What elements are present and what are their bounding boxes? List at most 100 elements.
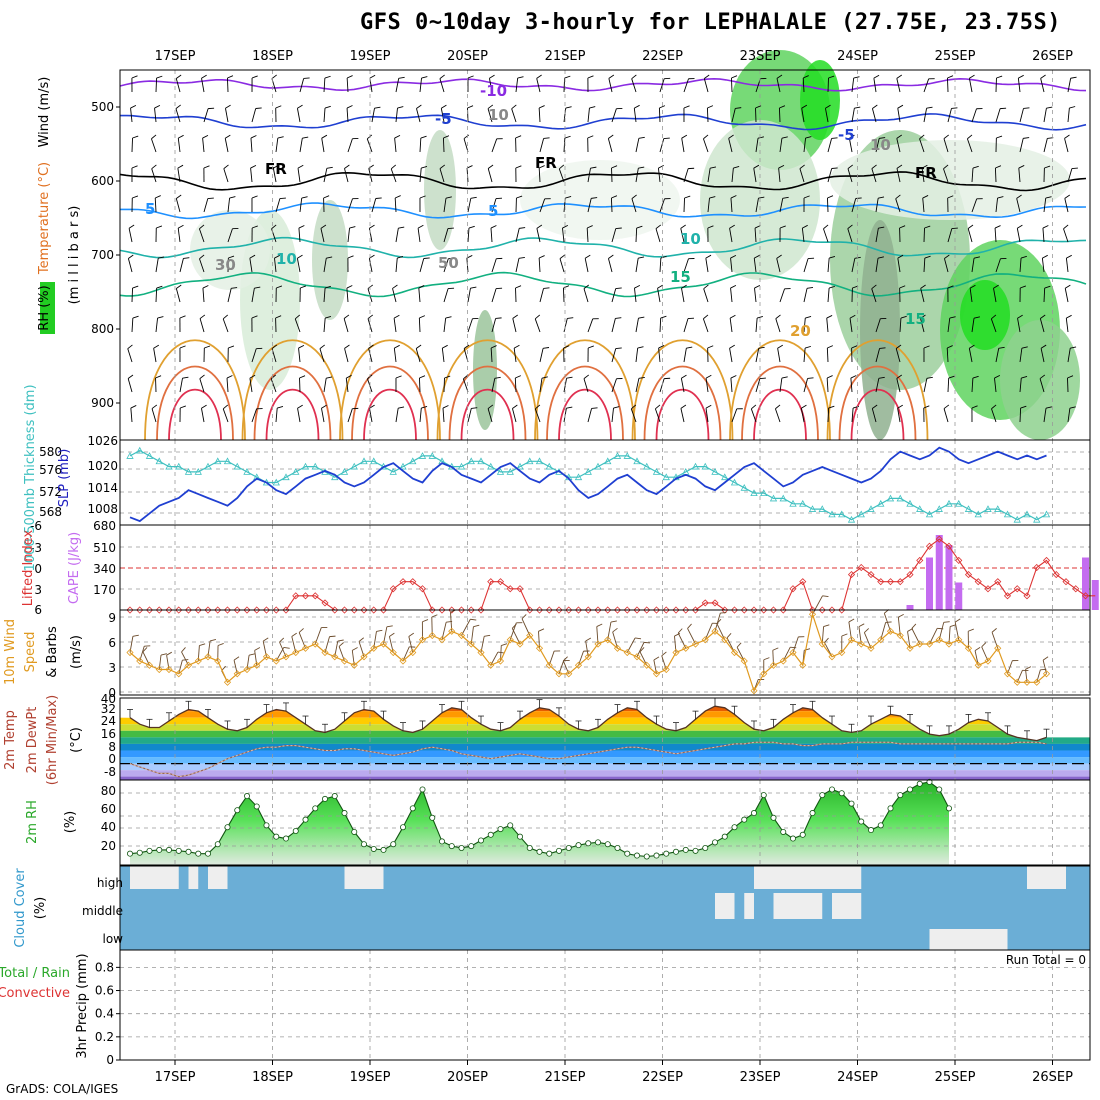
temp-tick-label: -8 (104, 765, 116, 779)
wind-barb-flag (733, 166, 740, 169)
wind-barb (394, 138, 397, 153)
wind-barb-flag (536, 74, 542, 79)
wind-barb (467, 288, 471, 303)
temp-band (120, 757, 1090, 764)
wind-barb (224, 138, 229, 153)
wind-barb-flag (249, 374, 256, 379)
wind-barb-flag (251, 225, 258, 229)
wind-barb-flag (175, 104, 181, 109)
wind-barb (202, 138, 205, 153)
thickness-marker (126, 452, 134, 459)
wind-barb-flag (254, 286, 261, 289)
wind-barb (463, 138, 469, 153)
cape-bar (935, 535, 943, 610)
li-marker (379, 606, 388, 614)
ylabel-wind: Wind (m/s) (37, 77, 52, 148)
wind-barb (921, 168, 925, 183)
rh-marker (877, 822, 884, 829)
wind-barb (1017, 78, 1021, 93)
wind-barb-flag (1020, 405, 1027, 409)
wind-barb (871, 168, 877, 183)
wind-barb-flag (827, 195, 834, 199)
wind-marker (672, 648, 680, 657)
wind-barb (298, 348, 301, 363)
wind-barb-flag (924, 225, 931, 229)
wind-barb-flag (302, 136, 309, 139)
wind-barb (250, 168, 253, 183)
wind-barb (369, 408, 373, 423)
wind-barb (827, 197, 829, 213)
ylabel-barbs: & Barbs (45, 626, 60, 678)
thickness-marker (721, 473, 729, 481)
wind-barb-flag (176, 194, 182, 199)
wind-barb (897, 108, 901, 123)
wind-barb-flag (729, 344, 735, 349)
li-marker (136, 606, 144, 614)
wind-barb-flag (227, 75, 234, 79)
wind-barb (419, 168, 422, 183)
rh-marker (507, 822, 514, 829)
wind-barb-flag (419, 195, 426, 199)
wind-barb-flag (567, 317, 574, 319)
wind-barb (730, 378, 733, 393)
wind-barb-flag (782, 196, 789, 199)
wind-barb (779, 198, 784, 213)
wind-barb-flag (776, 254, 782, 259)
wind-barb-flag (663, 137, 670, 139)
wind-barb-flag (1066, 254, 1072, 259)
wind-barb (1064, 288, 1069, 303)
rh-marker (185, 848, 192, 855)
wind-barb-flag (394, 134, 401, 139)
temp-band (120, 737, 1090, 744)
li-marker (672, 606, 680, 614)
wind-barb-flag (895, 344, 902, 349)
li-marker (389, 585, 397, 593)
wind-barb-flag (274, 254, 281, 259)
wind-barb (800, 408, 805, 423)
wind-barb-flag (441, 104, 447, 109)
wind-barb-flag (376, 629, 383, 632)
rh-marker (556, 847, 563, 854)
li-marker (331, 606, 339, 614)
wind-barb-flag (947, 195, 954, 199)
wind-barb-flag (1067, 375, 1074, 379)
wind-barb-flag (981, 642, 987, 648)
wind-barb (1018, 168, 1021, 183)
wind-barb (995, 258, 1001, 273)
wind-barb-flag (501, 643, 508, 646)
wind-barb (994, 228, 997, 243)
contour-label: FR (915, 164, 937, 182)
wind-marker (467, 640, 475, 648)
temp-tick-label: 8 (108, 740, 116, 754)
wind-marker (165, 665, 173, 674)
ylabel-2m-temp: 2m Temp (3, 710, 18, 770)
wind-speed-line (129, 611, 1047, 693)
wind-barb-flag (543, 137, 550, 139)
wind-barb-flag (968, 628, 974, 632)
li-marker (487, 578, 495, 586)
wind-barb-flag (408, 632, 415, 637)
wind-frame (119, 609, 1091, 696)
wind-barb (824, 108, 829, 123)
wind-barb-flag (997, 196, 1004, 199)
wind-barb-flag (397, 106, 404, 109)
wind-barb-flag (661, 651, 667, 657)
wind-barb (731, 168, 734, 183)
wind-marker (516, 640, 524, 648)
wind-barb-flag (277, 136, 284, 139)
wind-barb (201, 78, 205, 93)
precip-tick-label: 0 (106, 1053, 114, 1067)
wind-barb-flag (729, 314, 736, 319)
cloud-block-low (929, 929, 1008, 950)
date-tick-top: 21SEP (545, 49, 586, 64)
rh-marker (848, 800, 855, 807)
rh-marker (399, 824, 406, 831)
wind-barb (323, 168, 328, 183)
thickness-marker (350, 462, 358, 470)
wind-barb-flag (343, 314, 350, 319)
wind-barb-flag (511, 623, 517, 629)
li-marker (467, 606, 475, 614)
rh-shade (830, 140, 1070, 220)
wind-barb (467, 198, 472, 213)
thickness-marker (886, 494, 895, 502)
